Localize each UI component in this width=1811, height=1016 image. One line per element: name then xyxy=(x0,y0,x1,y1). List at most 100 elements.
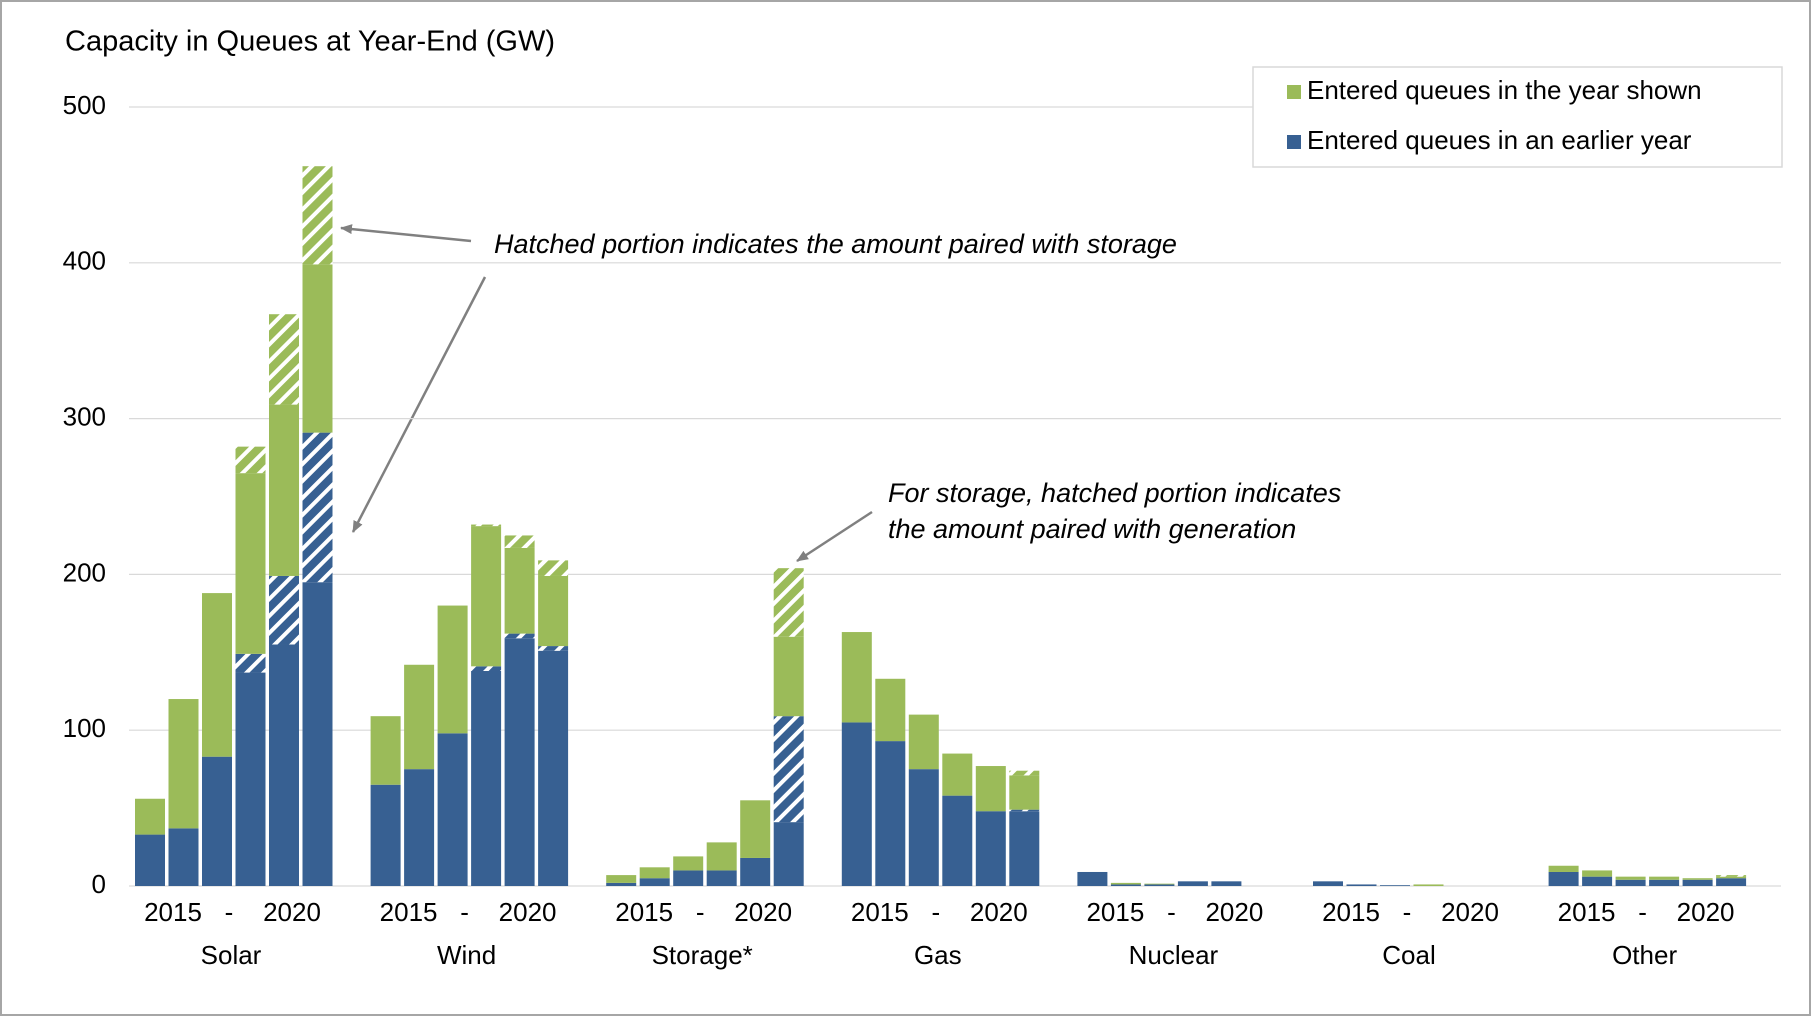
bar-segment xyxy=(168,828,199,886)
y-tick-label: 400 xyxy=(63,246,106,276)
y-tick-label: 100 xyxy=(63,713,106,743)
hatched-bar-segment xyxy=(773,568,804,637)
bar-segment xyxy=(1582,876,1613,886)
category-label: Solar xyxy=(201,940,262,970)
bar-segment xyxy=(875,678,906,742)
period-label: 2015 xyxy=(851,897,909,927)
bar-segment xyxy=(1716,878,1747,886)
period-label: - xyxy=(696,897,705,927)
bar-segment xyxy=(740,857,771,886)
period-label: 2015 xyxy=(1558,897,1616,927)
bar-segment xyxy=(1649,876,1680,880)
hatched-bar-segment xyxy=(538,646,569,651)
period-label: - xyxy=(1638,897,1647,927)
hatched-bar-segment xyxy=(1716,875,1747,877)
hatched-bar-segment xyxy=(235,446,266,474)
period-label: 2020 xyxy=(734,897,792,927)
legend-label: Entered queues in an earlier year xyxy=(1307,125,1692,155)
hatched-bar-segment xyxy=(538,560,569,576)
period-label: 2020 xyxy=(1441,897,1499,927)
bar-segment xyxy=(404,664,435,770)
hatched-bar-segment xyxy=(504,633,535,639)
bar-segment xyxy=(908,769,939,886)
bar-segment xyxy=(1548,871,1579,886)
hatched-bar-segment xyxy=(235,653,266,673)
bar-segment xyxy=(235,473,266,654)
hatched-bar-segment xyxy=(1009,809,1040,812)
category-label: Storage* xyxy=(652,940,753,970)
bar-segment xyxy=(1144,884,1175,886)
period-label: - xyxy=(931,897,940,927)
category-label: Gas xyxy=(914,940,962,970)
bar-segment xyxy=(269,644,299,886)
bar-segment xyxy=(538,650,569,886)
bar-segment xyxy=(1346,884,1377,886)
bar-segment xyxy=(1144,883,1175,885)
bar-segment xyxy=(471,526,502,667)
bar-segment xyxy=(1615,876,1646,880)
bar-segment xyxy=(504,547,535,634)
bar-segment xyxy=(504,638,535,886)
hatched-bar-segment xyxy=(269,314,299,405)
bar-segment xyxy=(606,882,637,886)
bar-segment xyxy=(202,593,232,757)
bar-segment xyxy=(302,582,333,886)
annotation: the amount paired with generation xyxy=(888,514,1296,544)
arrow xyxy=(340,224,472,243)
category-label: Nuclear xyxy=(1129,940,1219,970)
bar-segment xyxy=(437,733,468,886)
hatched-bar-segment xyxy=(504,535,535,548)
y-tick-label: 300 xyxy=(63,401,106,431)
bar-segment xyxy=(471,670,502,886)
bar-segment xyxy=(1649,879,1680,886)
bar-segment xyxy=(942,753,973,796)
period-label: 2015 xyxy=(1322,897,1380,927)
bar-segment xyxy=(942,795,973,886)
annotation: Hatched portion indicates the amount pai… xyxy=(494,229,1177,259)
category-label: Coal xyxy=(1382,940,1435,970)
bar-segment xyxy=(740,800,771,858)
bar-segment xyxy=(202,756,232,886)
bar-segment xyxy=(1009,775,1040,810)
period-label: 2020 xyxy=(263,897,321,927)
bar-segment xyxy=(875,741,906,886)
annotation-arrows xyxy=(340,224,873,563)
bar-segment xyxy=(1077,871,1108,886)
bar-segment xyxy=(1211,881,1242,886)
bar-segment xyxy=(1682,878,1713,880)
bar-segment xyxy=(1413,884,1444,886)
hatched-bar-segment xyxy=(302,432,333,583)
bar-segment xyxy=(606,875,637,883)
bar-segment xyxy=(908,714,939,770)
y-tick-label: 500 xyxy=(63,90,106,120)
annotation: For storage, hatched portion indicates xyxy=(888,478,1341,508)
bar-segment xyxy=(269,404,299,576)
bar-segment xyxy=(302,264,333,433)
period-label: 2015 xyxy=(144,897,202,927)
hatched-bar-segment xyxy=(269,575,299,645)
period-label: - xyxy=(460,897,469,927)
hatched-bar-segment xyxy=(471,666,502,671)
bar-segment xyxy=(437,605,468,734)
bar-segment xyxy=(773,822,804,886)
chart-title: Capacity in Queues at Year-End (GW) xyxy=(65,26,555,58)
period-label: 2020 xyxy=(970,897,1028,927)
bar-segment xyxy=(538,575,569,647)
y-tick-label: 200 xyxy=(63,557,106,587)
hatched-bar-segment xyxy=(1009,770,1040,776)
legend-swatch xyxy=(1287,85,1301,99)
legend-swatch xyxy=(1287,135,1301,149)
arrow xyxy=(351,276,487,533)
bar-segment xyxy=(975,811,1006,886)
category-label: Wind xyxy=(437,940,496,970)
bar-segment xyxy=(1110,884,1141,886)
period-label: 2020 xyxy=(1677,897,1735,927)
hatched-bar-segment xyxy=(302,166,333,265)
period-label: - xyxy=(1167,897,1176,927)
period-label: - xyxy=(1403,897,1412,927)
bar-segment xyxy=(235,672,266,886)
bar-segment xyxy=(1009,811,1040,886)
bar-segment xyxy=(135,798,165,835)
